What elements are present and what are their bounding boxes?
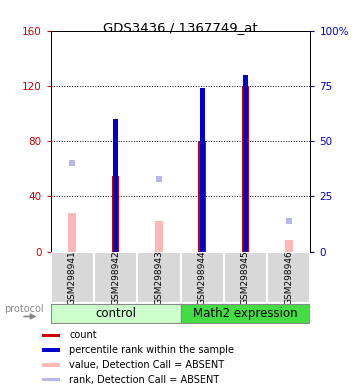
Text: GSM298941: GSM298941 bbox=[68, 250, 77, 305]
Bar bbox=[180, 305, 310, 323]
Text: GDS3436 / 1367749_at: GDS3436 / 1367749_at bbox=[103, 21, 258, 34]
Bar bbox=[68, 213, 76, 252]
Text: count: count bbox=[69, 330, 97, 340]
Text: value, Detection Call = ABSENT: value, Detection Call = ABSENT bbox=[69, 360, 225, 370]
Bar bbox=[198, 141, 206, 252]
Text: control: control bbox=[95, 307, 136, 320]
Bar bbox=[267, 252, 310, 303]
Bar bbox=[137, 252, 180, 303]
Bar bbox=[51, 305, 180, 323]
Text: Math2 expression: Math2 expression bbox=[193, 307, 298, 320]
Text: percentile rank within the sample: percentile rank within the sample bbox=[69, 345, 235, 355]
Text: GSM298944: GSM298944 bbox=[198, 250, 206, 305]
Bar bbox=[42, 334, 60, 337]
Text: GSM298945: GSM298945 bbox=[241, 250, 250, 305]
Bar bbox=[180, 252, 224, 303]
Bar bbox=[51, 252, 94, 303]
Bar bbox=[42, 348, 60, 352]
Bar bbox=[112, 175, 119, 252]
Bar bbox=[42, 378, 60, 381]
Bar bbox=[242, 86, 249, 252]
Bar bbox=[94, 252, 137, 303]
Text: rank, Detection Call = ABSENT: rank, Detection Call = ABSENT bbox=[69, 375, 220, 384]
Bar bbox=[224, 252, 267, 303]
Bar bbox=[42, 363, 60, 367]
Bar bbox=[155, 221, 163, 252]
Text: protocol: protocol bbox=[4, 304, 44, 314]
Bar bbox=[200, 88, 205, 252]
Text: GSM298942: GSM298942 bbox=[111, 250, 120, 305]
Text: GSM298946: GSM298946 bbox=[284, 250, 293, 305]
Text: GSM298943: GSM298943 bbox=[155, 250, 163, 305]
Bar bbox=[285, 240, 293, 252]
Bar bbox=[243, 75, 248, 252]
Bar bbox=[113, 119, 118, 252]
